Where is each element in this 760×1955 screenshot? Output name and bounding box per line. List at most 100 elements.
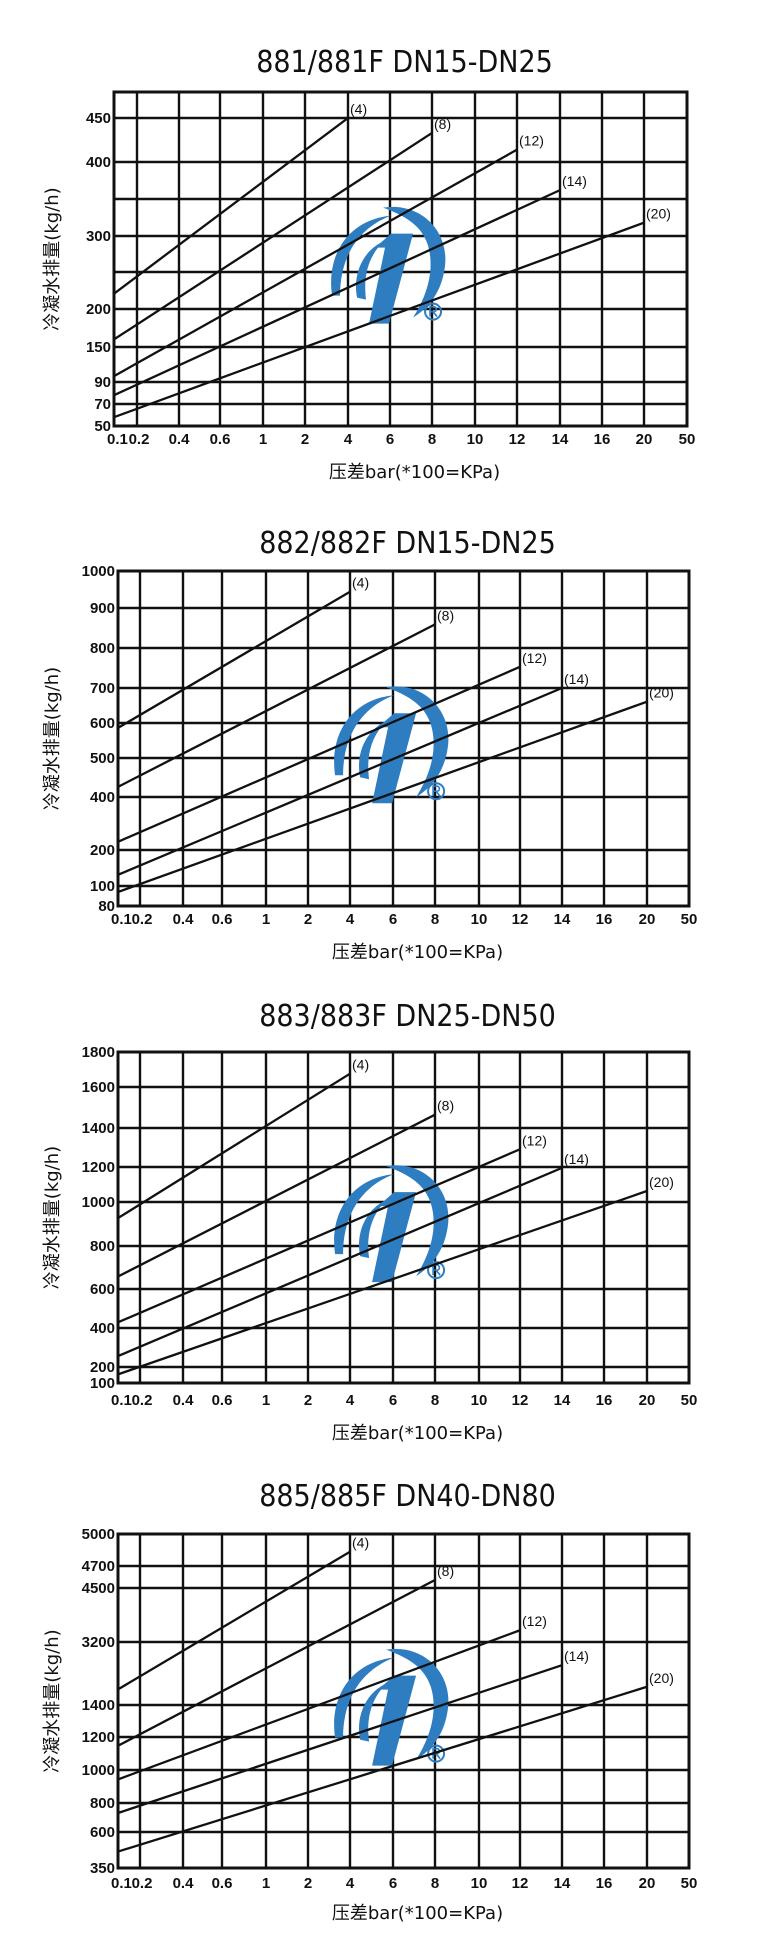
series-label: (14) — [564, 671, 589, 687]
x-tick-label: 0.2 — [132, 1392, 153, 1409]
logo-swoosh — [383, 206, 446, 318]
x-axis-title: 压差bar(*100=KPa) — [332, 1903, 503, 1924]
y-tick-label: 600 — [90, 1824, 115, 1841]
series-line — [117, 1148, 521, 1324]
x-tick-label: 6 — [389, 1392, 397, 1409]
y-tick-label: 400 — [90, 1320, 115, 1337]
y-tick-label: 150 — [86, 339, 111, 356]
x-tick-label: 14 — [554, 911, 571, 928]
y-tick-label: 1600 — [82, 1079, 115, 1096]
x-tick-label: 12 — [512, 1392, 529, 1409]
x-tick-label: 1 — [262, 1392, 270, 1409]
grid — [112, 90, 689, 428]
series-line — [117, 1578, 436, 1747]
logo-swoosh — [386, 1165, 449, 1277]
y-tick-label: 1000 — [82, 563, 115, 580]
x-tick-label: 20 — [639, 1392, 656, 1409]
x-tick-label: 6 — [386, 431, 394, 448]
registered-mark-icon — [427, 1261, 446, 1280]
x-tick-label: 20 — [639, 911, 656, 928]
series-label: (4) — [352, 1535, 369, 1551]
x-tick-label: 1 — [259, 431, 267, 448]
y-tick-label: 400 — [90, 789, 115, 806]
series-line — [117, 1664, 563, 1815]
y-tick-label: 200 — [90, 842, 115, 859]
x-tick-label: 16 — [596, 1875, 613, 1892]
series-label: (12) — [519, 133, 544, 149]
y-tick-label: 900 — [90, 600, 115, 617]
x-tick-label: 50 — [681, 1875, 698, 1892]
y-tick-label: 4500 — [82, 1580, 115, 1597]
y-tick-label: 4700 — [82, 1558, 115, 1575]
series-line — [117, 590, 351, 729]
x-tick-label: 0.1 — [111, 911, 132, 928]
y-tick-label: 450 — [86, 110, 111, 127]
y-tick-label: 1000 — [82, 1762, 115, 1779]
brand-logo — [334, 686, 449, 804]
x-tick-label: 1 — [262, 1875, 270, 1892]
chart-title: 882/882F DN15-DN25 — [259, 526, 556, 561]
logo-swoosh — [359, 1200, 387, 1259]
series-line — [117, 1189, 648, 1376]
x-tick-label: 1 — [262, 911, 270, 928]
y-axis-title: 冷凝水排量(kg/h) — [42, 187, 63, 330]
y-axis-title: 冷凝水排量(kg/h) — [42, 1629, 63, 1772]
x-tick-label: 10 — [471, 1392, 488, 1409]
plot-frame — [112, 90, 689, 428]
logo-swoosh — [334, 695, 395, 776]
series-line — [113, 131, 433, 341]
series-line — [117, 1685, 648, 1853]
x-tick-label: 8 — [431, 1392, 439, 1409]
y-tick-label: 300 — [86, 228, 111, 245]
series-line — [117, 700, 648, 894]
chart-title: 881/881F DN15-DN25 — [256, 45, 553, 80]
y-tick-label: 100 — [90, 1375, 115, 1392]
chart-2: 882/882F DN15-DN25 1000 900 800 700 600 500 400… — [42, 526, 697, 963]
logo-swoosh — [359, 721, 387, 780]
y-tick-label: 1400 — [82, 1120, 115, 1137]
series-label: (12) — [522, 1613, 547, 1629]
x-tick-label: 4 — [346, 1392, 355, 1409]
x-axis-title: 压差bar(*100=KPa) — [332, 1423, 503, 1444]
y-axis-title: 冷凝水排量(kg/h) — [42, 667, 63, 810]
series-label: (14) — [562, 173, 587, 189]
series-line — [113, 117, 349, 295]
y-tick-label: 1000 — [82, 1194, 115, 1211]
x-axis-title: 压差bar(*100=KPa) — [329, 462, 500, 483]
x-tick-label: 0.1 — [111, 1875, 132, 1892]
plot-frame — [116, 1532, 691, 1870]
brand-logo — [334, 1165, 449, 1283]
x-axis-title: 压差bar(*100=KPa) — [332, 942, 503, 963]
x-tick-label: 0.2 — [132, 911, 153, 928]
x-tick-label: 10 — [471, 911, 488, 928]
x-tick-label: 16 — [596, 1392, 613, 1409]
logo-swoosh — [386, 1648, 449, 1760]
x-tick-label: 16 — [596, 911, 613, 928]
series-line — [117, 1166, 563, 1358]
x-tick-label: 0.1 — [107, 431, 128, 448]
x-tick-label: 0.2 — [129, 431, 150, 448]
x-tick-label: 50 — [681, 1392, 698, 1409]
y-tick-label: 70 — [94, 396, 111, 413]
plot-frame — [116, 569, 691, 908]
y-tick-label: 700 — [90, 680, 115, 697]
x-tick-label: 2 — [304, 911, 312, 928]
x-tick-label: 0.2 — [132, 1875, 153, 1892]
y-tick-label: 350 — [90, 1860, 115, 1877]
series-label: (8) — [437, 1563, 454, 1579]
grid — [116, 1532, 691, 1870]
x-tick-label: 6 — [389, 911, 397, 928]
series-label: (8) — [437, 607, 454, 623]
series-label: (20) — [649, 1174, 674, 1190]
series-label: (20) — [649, 685, 674, 701]
x-tick-label: 0.4 — [173, 1875, 195, 1892]
registered-mark-letter — [432, 1264, 441, 1276]
series-label: (8) — [434, 116, 451, 132]
chart-title: 883/883F DN25-DN50 — [259, 999, 556, 1034]
logo-swoosh — [359, 1683, 387, 1742]
brand-logo — [334, 1648, 449, 1766]
x-tick-label: 2 — [301, 431, 309, 448]
x-tick-label: 10 — [467, 431, 484, 448]
y-tick-label: 600 — [90, 1281, 115, 1298]
